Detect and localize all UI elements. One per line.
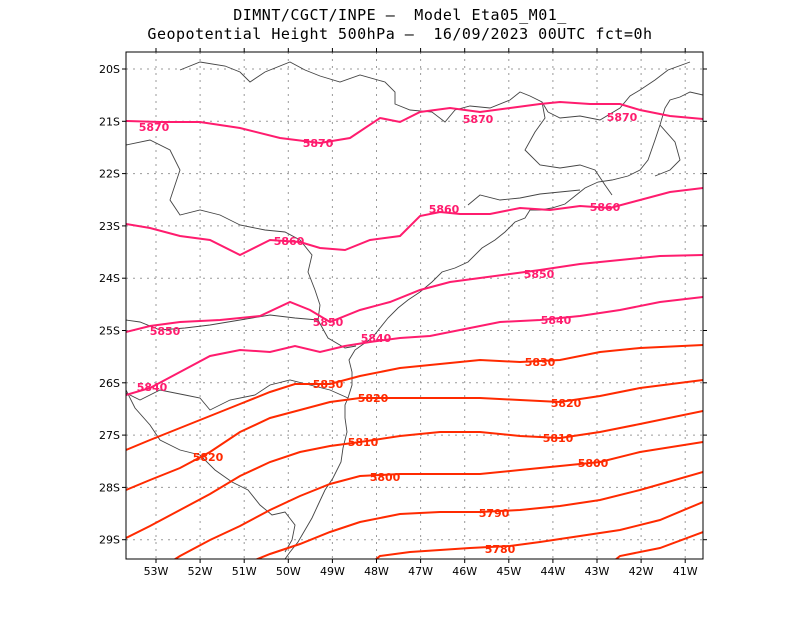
lon-label: 43W: [585, 565, 610, 578]
title-line-1: DIMNT/CGCT/INPE – Model Eta05_M01_: [233, 6, 567, 24]
contour-5830: [126, 344, 703, 451]
lat-label: 27S: [99, 429, 120, 442]
contour-label: 5840: [541, 314, 572, 327]
political-boundaries: [126, 61, 703, 559]
contour-label: 5850: [150, 325, 181, 338]
contour-5820: [126, 379, 703, 491]
contour-label: 5850: [313, 316, 344, 329]
latitude-labels: 20S 21S 22S 23S 24S 25S 26S 27S 28S 29S: [99, 63, 120, 547]
contour-5780: [374, 501, 703, 559]
lat-label: 24S: [99, 272, 120, 285]
contour-5770: [614, 531, 703, 559]
contour-label: 5820: [551, 397, 582, 410]
contour-label: 5820: [193, 451, 224, 464]
lon-label: 53W: [144, 565, 169, 578]
lon-label: 44W: [540, 565, 565, 578]
contour-5810: [126, 410, 703, 539]
contour-label: 5810: [348, 436, 379, 449]
contour-label: 5780: [485, 543, 516, 556]
lon-label: 45W: [496, 565, 521, 578]
lon-label: 49W: [320, 565, 345, 578]
contour-5850: [126, 254, 703, 333]
lat-label: 25S: [99, 325, 120, 338]
axis-ticks: [122, 48, 707, 563]
lon-label: 42W: [629, 565, 654, 578]
contour-label: 5870: [303, 137, 334, 150]
lon-label: 48W: [364, 565, 389, 578]
contour-5790: [254, 471, 703, 559]
contour-5860: [126, 187, 703, 257]
longitude-labels: 53W 52W 51W 50W 49W 48W 47W 46W 45W 44W 43W 42W 41W: [144, 565, 698, 578]
state-border: [467, 189, 581, 206]
coastline: [284, 91, 703, 559]
contour-label: 5870: [139, 121, 170, 134]
contour-5870: [126, 100, 703, 145]
lon-label: 50W: [276, 565, 301, 578]
contour-5800: [173, 441, 703, 559]
contour-label: 5860: [429, 203, 460, 216]
state-border: [654, 124, 681, 177]
contour-label: 5800: [578, 457, 609, 470]
lon-label: 47W: [408, 565, 433, 578]
lat-label: 22S: [99, 168, 120, 181]
lon-label: 52W: [188, 565, 213, 578]
lon-label: 46W: [452, 565, 477, 578]
lat-label: 29S: [99, 534, 120, 547]
contour-label: 5870: [607, 111, 638, 124]
contour-label: 5830: [525, 356, 556, 369]
state-border: [547, 61, 691, 121]
contour-label: 5810: [543, 432, 574, 445]
state-border: [126, 389, 296, 553]
plot-frame: [125, 51, 704, 560]
lat-label: 20S: [99, 63, 120, 76]
contour-label: 5840: [137, 381, 168, 394]
contour-label: 5870: [463, 113, 494, 126]
title-line-2: Geopotential Height 500hPa – 16/09/2023 …: [147, 25, 653, 43]
lat-label: 26S: [99, 377, 120, 390]
state-border: [126, 139, 357, 349]
contour-labels: 5870 5870 5870 5870 5860 5860 5860 5850 …: [137, 111, 638, 556]
lat-label: 23S: [99, 220, 120, 233]
height-contours: [126, 100, 703, 559]
contour-label: 5860: [274, 235, 305, 248]
lon-label: 51W: [232, 565, 257, 578]
contour-label: 5790: [479, 507, 510, 520]
contour-5840: [126, 296, 703, 396]
contour-label: 5850: [524, 268, 555, 281]
state-border: [179, 61, 549, 123]
lat-label: 28S: [99, 481, 120, 494]
state-border: [524, 101, 613, 196]
contour-label: 5830: [313, 378, 344, 391]
state-border: [126, 314, 319, 331]
contour-label: 5820: [358, 392, 389, 405]
lon-label: 41W: [673, 565, 698, 578]
gridlines: [126, 52, 703, 559]
lat-label: 21S: [99, 115, 120, 128]
contour-label: 5860: [590, 201, 621, 214]
contour-label: 5840: [361, 332, 392, 345]
contour-label: 5800: [370, 471, 401, 484]
